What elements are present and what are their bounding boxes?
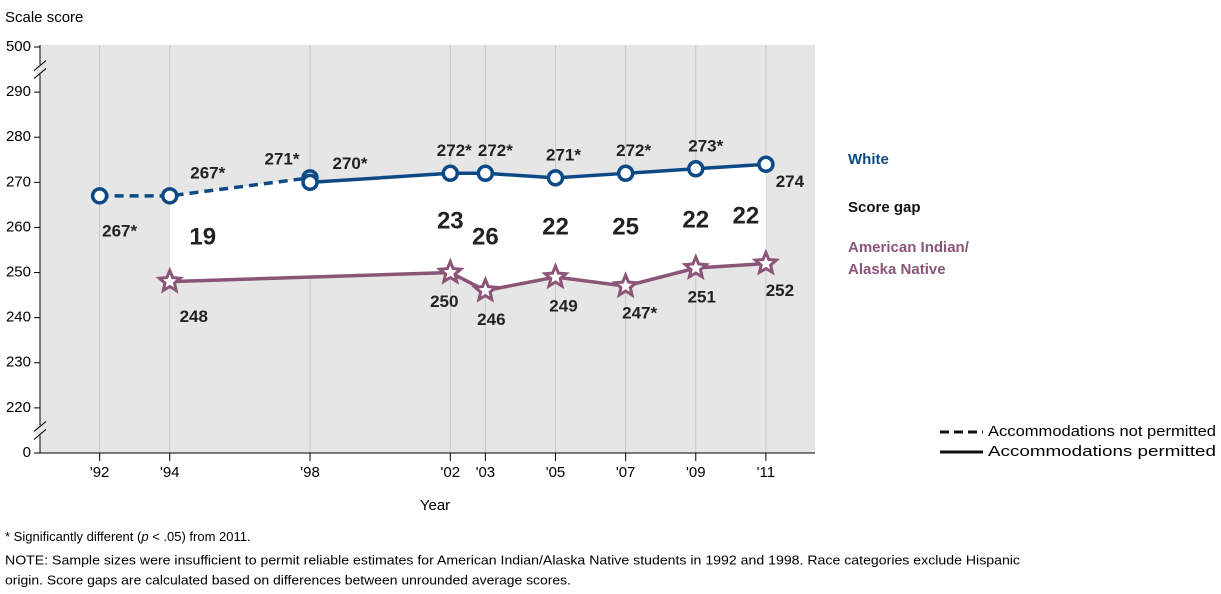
value-label: 273*: [688, 136, 723, 155]
value-label: 252: [766, 281, 794, 300]
y-tick-label: 0: [23, 444, 31, 461]
value-label: 247*: [622, 304, 657, 323]
note-line: NOTE: Sample sizes were insufficient to …: [5, 552, 1021, 567]
marker: [757, 155, 775, 174]
x-tick-label: '03: [476, 464, 496, 481]
value-label: 267*: [190, 163, 225, 182]
value-label: 248: [180, 307, 208, 326]
marker: [436, 257, 465, 285]
marker: [751, 248, 781, 276]
value-label: 249: [549, 297, 577, 316]
value-label: 274: [776, 172, 805, 191]
axis-break-gap: [36, 425, 44, 436]
score-gap-title: Score gap: [848, 199, 921, 216]
note-line: origin. Score gaps are calculated based …: [5, 572, 571, 587]
marker: [541, 262, 570, 290]
marker: [546, 169, 565, 187]
score-gap-label: 22: [682, 206, 709, 233]
footnote-part: * Significantly different (: [5, 529, 142, 544]
marker: [687, 160, 705, 178]
marker: [301, 173, 319, 192]
y-tick-label: 500: [6, 38, 31, 55]
marker: [441, 164, 460, 183]
x-tick-label: '92: [90, 464, 110, 481]
value-label: 272*: [437, 141, 472, 160]
y-tick-label: 270: [6, 173, 31, 190]
value-label: 272*: [616, 141, 651, 160]
x-axis-title: Year: [420, 497, 450, 514]
axis-break: [33, 421, 47, 432]
y-tick-label: 230: [6, 354, 31, 371]
legend-label: Accommodations permitted: [988, 443, 1216, 460]
x-tick-label: '94: [160, 464, 180, 481]
x-tick-label: '02: [441, 464, 461, 481]
y-tick-label: 240: [6, 309, 31, 326]
score-gap-label: 25: [612, 213, 639, 240]
series-label: White: [848, 151, 889, 168]
marker: [161, 187, 179, 205]
footnote: * Significantly different (p < .05) from…: [5, 529, 251, 544]
x-tick-label: '07: [616, 464, 636, 481]
axis-break: [33, 60, 47, 71]
value-label: 271*: [546, 145, 581, 164]
marker: [616, 164, 635, 183]
marker: [471, 275, 500, 303]
value-label: 267*: [102, 221, 137, 240]
value-label: 272*: [478, 141, 513, 160]
marker: [476, 164, 495, 183]
x-tick-label: '05: [546, 464, 566, 481]
marker: [611, 271, 640, 299]
y-tick-label: 250: [6, 264, 31, 281]
series-label: Alaska Native: [848, 261, 946, 278]
gap-band: [169, 164, 766, 291]
legend-label: Accommodations not permitted: [988, 423, 1216, 440]
value-label: 250: [430, 292, 458, 311]
axis-break: [33, 429, 47, 440]
score-gap-label: 19: [189, 223, 216, 250]
value-label: 246: [477, 310, 505, 329]
series-label: American Indian/: [848, 239, 970, 256]
x-tick-label: '11: [757, 464, 775, 481]
score-gap-label: 22: [733, 202, 760, 229]
score-gap-label: 23: [437, 207, 464, 234]
score-gap-label: 26: [472, 223, 499, 250]
value-label: 271*: [265, 149, 300, 168]
axis-break: [33, 68, 47, 79]
footnote-part: p: [140, 529, 148, 544]
value-label: 251: [688, 288, 716, 307]
y-tick-label: 220: [6, 399, 31, 416]
score-gap-label: 22: [542, 213, 569, 240]
value-label: 270*: [333, 154, 368, 173]
x-tick-label: '98: [300, 464, 320, 481]
marker: [681, 253, 710, 281]
series-line: [99, 176, 311, 198]
y-tick-label: 280: [6, 128, 31, 145]
y-tick-label: 260: [6, 218, 31, 235]
y-tick-label: 290: [6, 83, 31, 100]
footnote-part: < .05) from 2011.: [149, 529, 251, 544]
y-axis-title: Scale score: [5, 9, 83, 26]
axis-break-gap: [36, 64, 44, 75]
marker: [90, 187, 109, 205]
x-tick-label: '09: [686, 464, 706, 481]
marker: [155, 266, 184, 294]
